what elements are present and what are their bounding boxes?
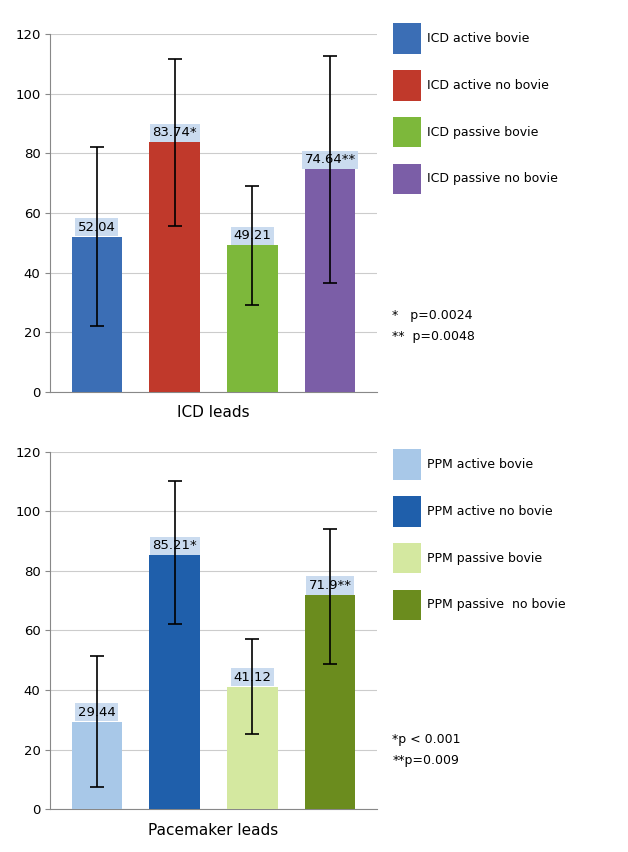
Bar xyxy=(149,142,200,392)
X-axis label: Pacemaker leads: Pacemaker leads xyxy=(148,822,279,838)
Text: 49.21: 49.21 xyxy=(234,229,271,242)
Bar xyxy=(149,556,200,809)
Text: PPM active no bovie: PPM active no bovie xyxy=(427,504,553,518)
Text: 85.21*: 85.21* xyxy=(152,539,197,552)
Bar xyxy=(305,170,355,392)
Bar xyxy=(305,595,355,809)
Text: 74.64**: 74.64** xyxy=(305,153,356,166)
Text: PPM active bovie: PPM active bovie xyxy=(427,458,533,471)
Bar xyxy=(227,245,278,392)
Text: ICD active bovie: ICD active bovie xyxy=(427,32,529,45)
Text: PPM passive bovie: PPM passive bovie xyxy=(427,551,542,565)
Text: 52.04: 52.04 xyxy=(78,221,116,233)
Text: 83.74*: 83.74* xyxy=(153,126,197,139)
Text: ICD passive no bovie: ICD passive no bovie xyxy=(427,172,558,186)
Text: 41.12: 41.12 xyxy=(234,671,271,684)
Bar xyxy=(72,237,122,392)
Text: ICD active no bovie: ICD active no bovie xyxy=(427,78,549,92)
Text: PPM passive  no bovie: PPM passive no bovie xyxy=(427,598,566,612)
X-axis label: ICD leads: ICD leads xyxy=(177,405,250,420)
Bar xyxy=(227,687,278,809)
Bar xyxy=(72,722,122,809)
Text: *p < 0.001: *p < 0.001 xyxy=(392,733,461,746)
Text: **  p=0.0048: ** p=0.0048 xyxy=(392,330,475,343)
Text: **p=0.009: **p=0.009 xyxy=(392,754,459,768)
Text: *   p=0.0024: * p=0.0024 xyxy=(392,308,473,322)
Text: 71.9**: 71.9** xyxy=(308,579,352,592)
Text: ICD passive bovie: ICD passive bovie xyxy=(427,125,538,139)
Text: 29.44: 29.44 xyxy=(78,705,116,718)
